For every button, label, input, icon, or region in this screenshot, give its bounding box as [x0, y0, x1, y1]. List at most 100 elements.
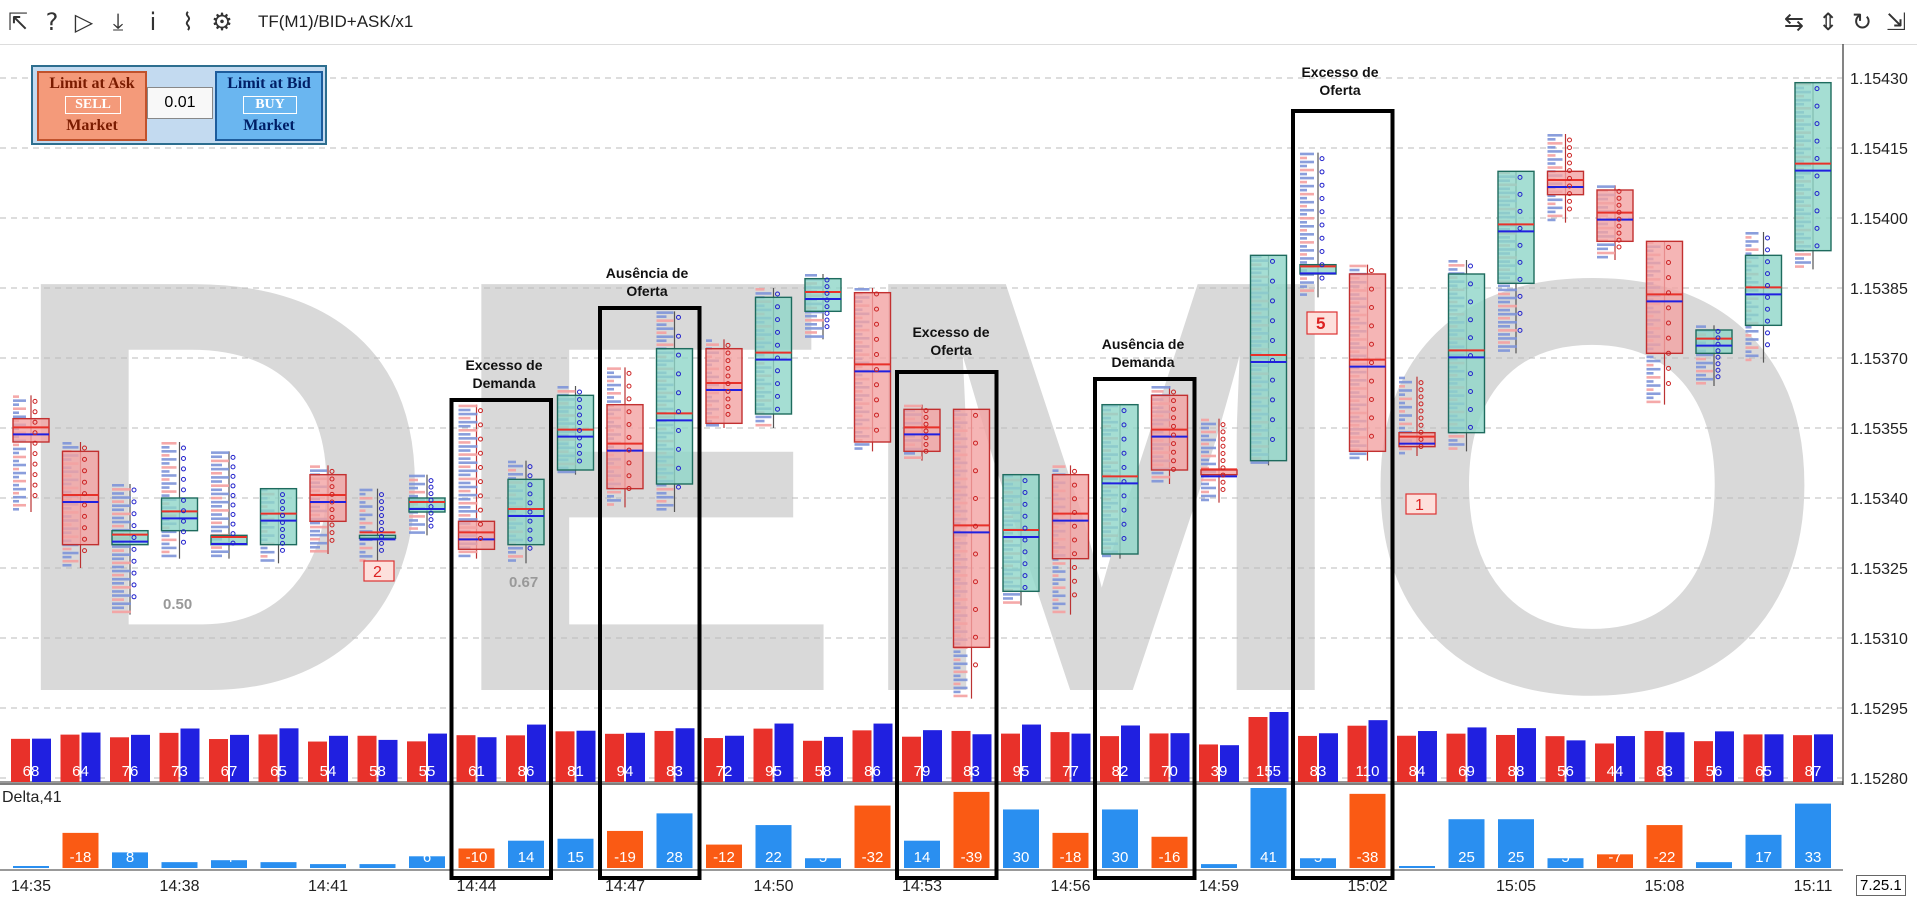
order-dot — [131, 546, 137, 552]
order-dot — [626, 434, 632, 440]
footprint-level — [607, 400, 621, 403]
footprint-level — [1300, 253, 1307, 256]
chart-icon[interactable]: ⌇ — [182, 8, 194, 36]
delta-bar — [458, 848, 495, 868]
order-dot — [181, 455, 186, 461]
refresh-icon[interactable]: ↻ — [1851, 8, 1873, 36]
cursor-arrow-icon[interactable]: ⇱ — [7, 8, 29, 36]
order-dot — [1171, 389, 1176, 395]
footprint-level — [1201, 430, 1216, 434]
order-dot — [82, 456, 87, 462]
footprint-level — [1547, 218, 1556, 222]
order-dot — [1468, 389, 1473, 395]
candle — [655, 311, 694, 512]
gear-icon[interactable]: ⚙ — [211, 8, 233, 36]
delta-bar — [1745, 834, 1782, 868]
sell-button[interactable]: SELL — [65, 96, 121, 114]
quantity-field[interactable]: 0.01 — [147, 87, 213, 119]
order-dot — [478, 436, 483, 442]
vertical-resize-icon[interactable]: ⇕ — [1817, 8, 1839, 36]
footprint-level — [458, 461, 478, 465]
order-dot — [725, 381, 731, 387]
order-dot — [725, 342, 731, 348]
order-dot — [527, 527, 533, 533]
order-dot — [82, 491, 87, 497]
order-dot — [923, 442, 929, 448]
volume-sell-bar — [951, 730, 971, 782]
buy-button[interactable]: BUY — [243, 96, 297, 114]
footprint-level — [1547, 198, 1563, 202]
order-dot — [1517, 259, 1523, 265]
horizontal-resize-icon[interactable]: ⇆ — [1783, 8, 1805, 36]
footprint-level — [310, 469, 327, 472]
order-dot — [1814, 156, 1820, 162]
volume-label: 95 — [765, 763, 782, 780]
delta-label: 15 — [567, 849, 584, 866]
footprint-level — [755, 288, 765, 291]
order-dot — [577, 389, 582, 395]
order-dot — [1517, 327, 1523, 333]
candle-body — [853, 291, 892, 443]
order-dot — [1567, 198, 1572, 204]
footprint-level — [1201, 422, 1216, 426]
delta-label: -16 — [1159, 849, 1181, 866]
footprint-level — [1399, 393, 1405, 396]
footprint-level — [1597, 251, 1615, 255]
delta-bar — [656, 813, 693, 868]
limit-at-ask-button[interactable]: Limit at Ask — [49, 75, 135, 92]
sell-market-button[interactable]: Market — [66, 117, 118, 134]
footprint-level — [1201, 498, 1209, 502]
order-dot — [329, 491, 335, 497]
footprint-level — [458, 465, 471, 469]
order-dot — [874, 397, 879, 403]
delta-label: 25 — [1508, 849, 1525, 866]
footprint-level — [1052, 578, 1066, 581]
footprint-level — [953, 694, 968, 698]
annotation-line1: Excesso de — [465, 357, 542, 373]
footprint-level — [557, 470, 576, 474]
order-dot — [1814, 190, 1820, 196]
order-dot — [1468, 406, 1473, 412]
annotation-box — [1093, 377, 1197, 880]
footprint-level — [1300, 164, 1307, 168]
volume-sell-bar — [1248, 717, 1268, 782]
order-dot — [1369, 415, 1374, 421]
order-dot — [329, 476, 335, 482]
info-icon[interactable]: i — [149, 8, 157, 36]
footprint-level — [260, 546, 268, 550]
order-dot — [1171, 406, 1176, 412]
download-icon[interactable]: ⤓ — [112, 8, 124, 36]
help-icon[interactable]: ? — [45, 8, 59, 36]
footprint-level — [1399, 405, 1412, 409]
order-dot — [379, 520, 384, 526]
footprint-level — [13, 395, 19, 398]
footprint-level — [1646, 355, 1654, 359]
footprint-level — [62, 555, 72, 559]
order-dot — [428, 510, 434, 516]
volume-sell-bar — [407, 741, 426, 782]
order-dot — [1319, 169, 1325, 175]
order-dot — [725, 373, 731, 379]
footprint-level — [607, 503, 614, 506]
limit-at-bid-button[interactable]: Limit at Bid — [227, 75, 311, 92]
order-dot — [1765, 294, 1770, 300]
order-dot — [478, 408, 483, 414]
footprint-level — [656, 331, 667, 334]
price-label: 1.15325 — [1850, 561, 1908, 578]
play-icon[interactable]: ▷ — [74, 8, 94, 36]
candle-body — [705, 347, 743, 425]
collapse-icon[interactable]: ⇲ — [1885, 8, 1907, 36]
footprint-level — [1201, 486, 1216, 490]
delta-bars: Delta,411 -18 8 3 4 3 2 2 6 -10 14 15 -19 28 -12 22 5 -32… — [0, 783, 1843, 871]
order-dot — [428, 491, 434, 497]
footprint-level — [458, 412, 478, 416]
order-dot — [1369, 268, 1374, 274]
delta-bar — [904, 840, 940, 868]
order-dot — [230, 540, 236, 546]
order-dot — [676, 371, 681, 377]
order-dot — [1616, 202, 1622, 208]
footprint-level — [13, 459, 19, 463]
buy-market-button[interactable]: Market — [243, 117, 295, 134]
footprint-level — [62, 446, 79, 449]
